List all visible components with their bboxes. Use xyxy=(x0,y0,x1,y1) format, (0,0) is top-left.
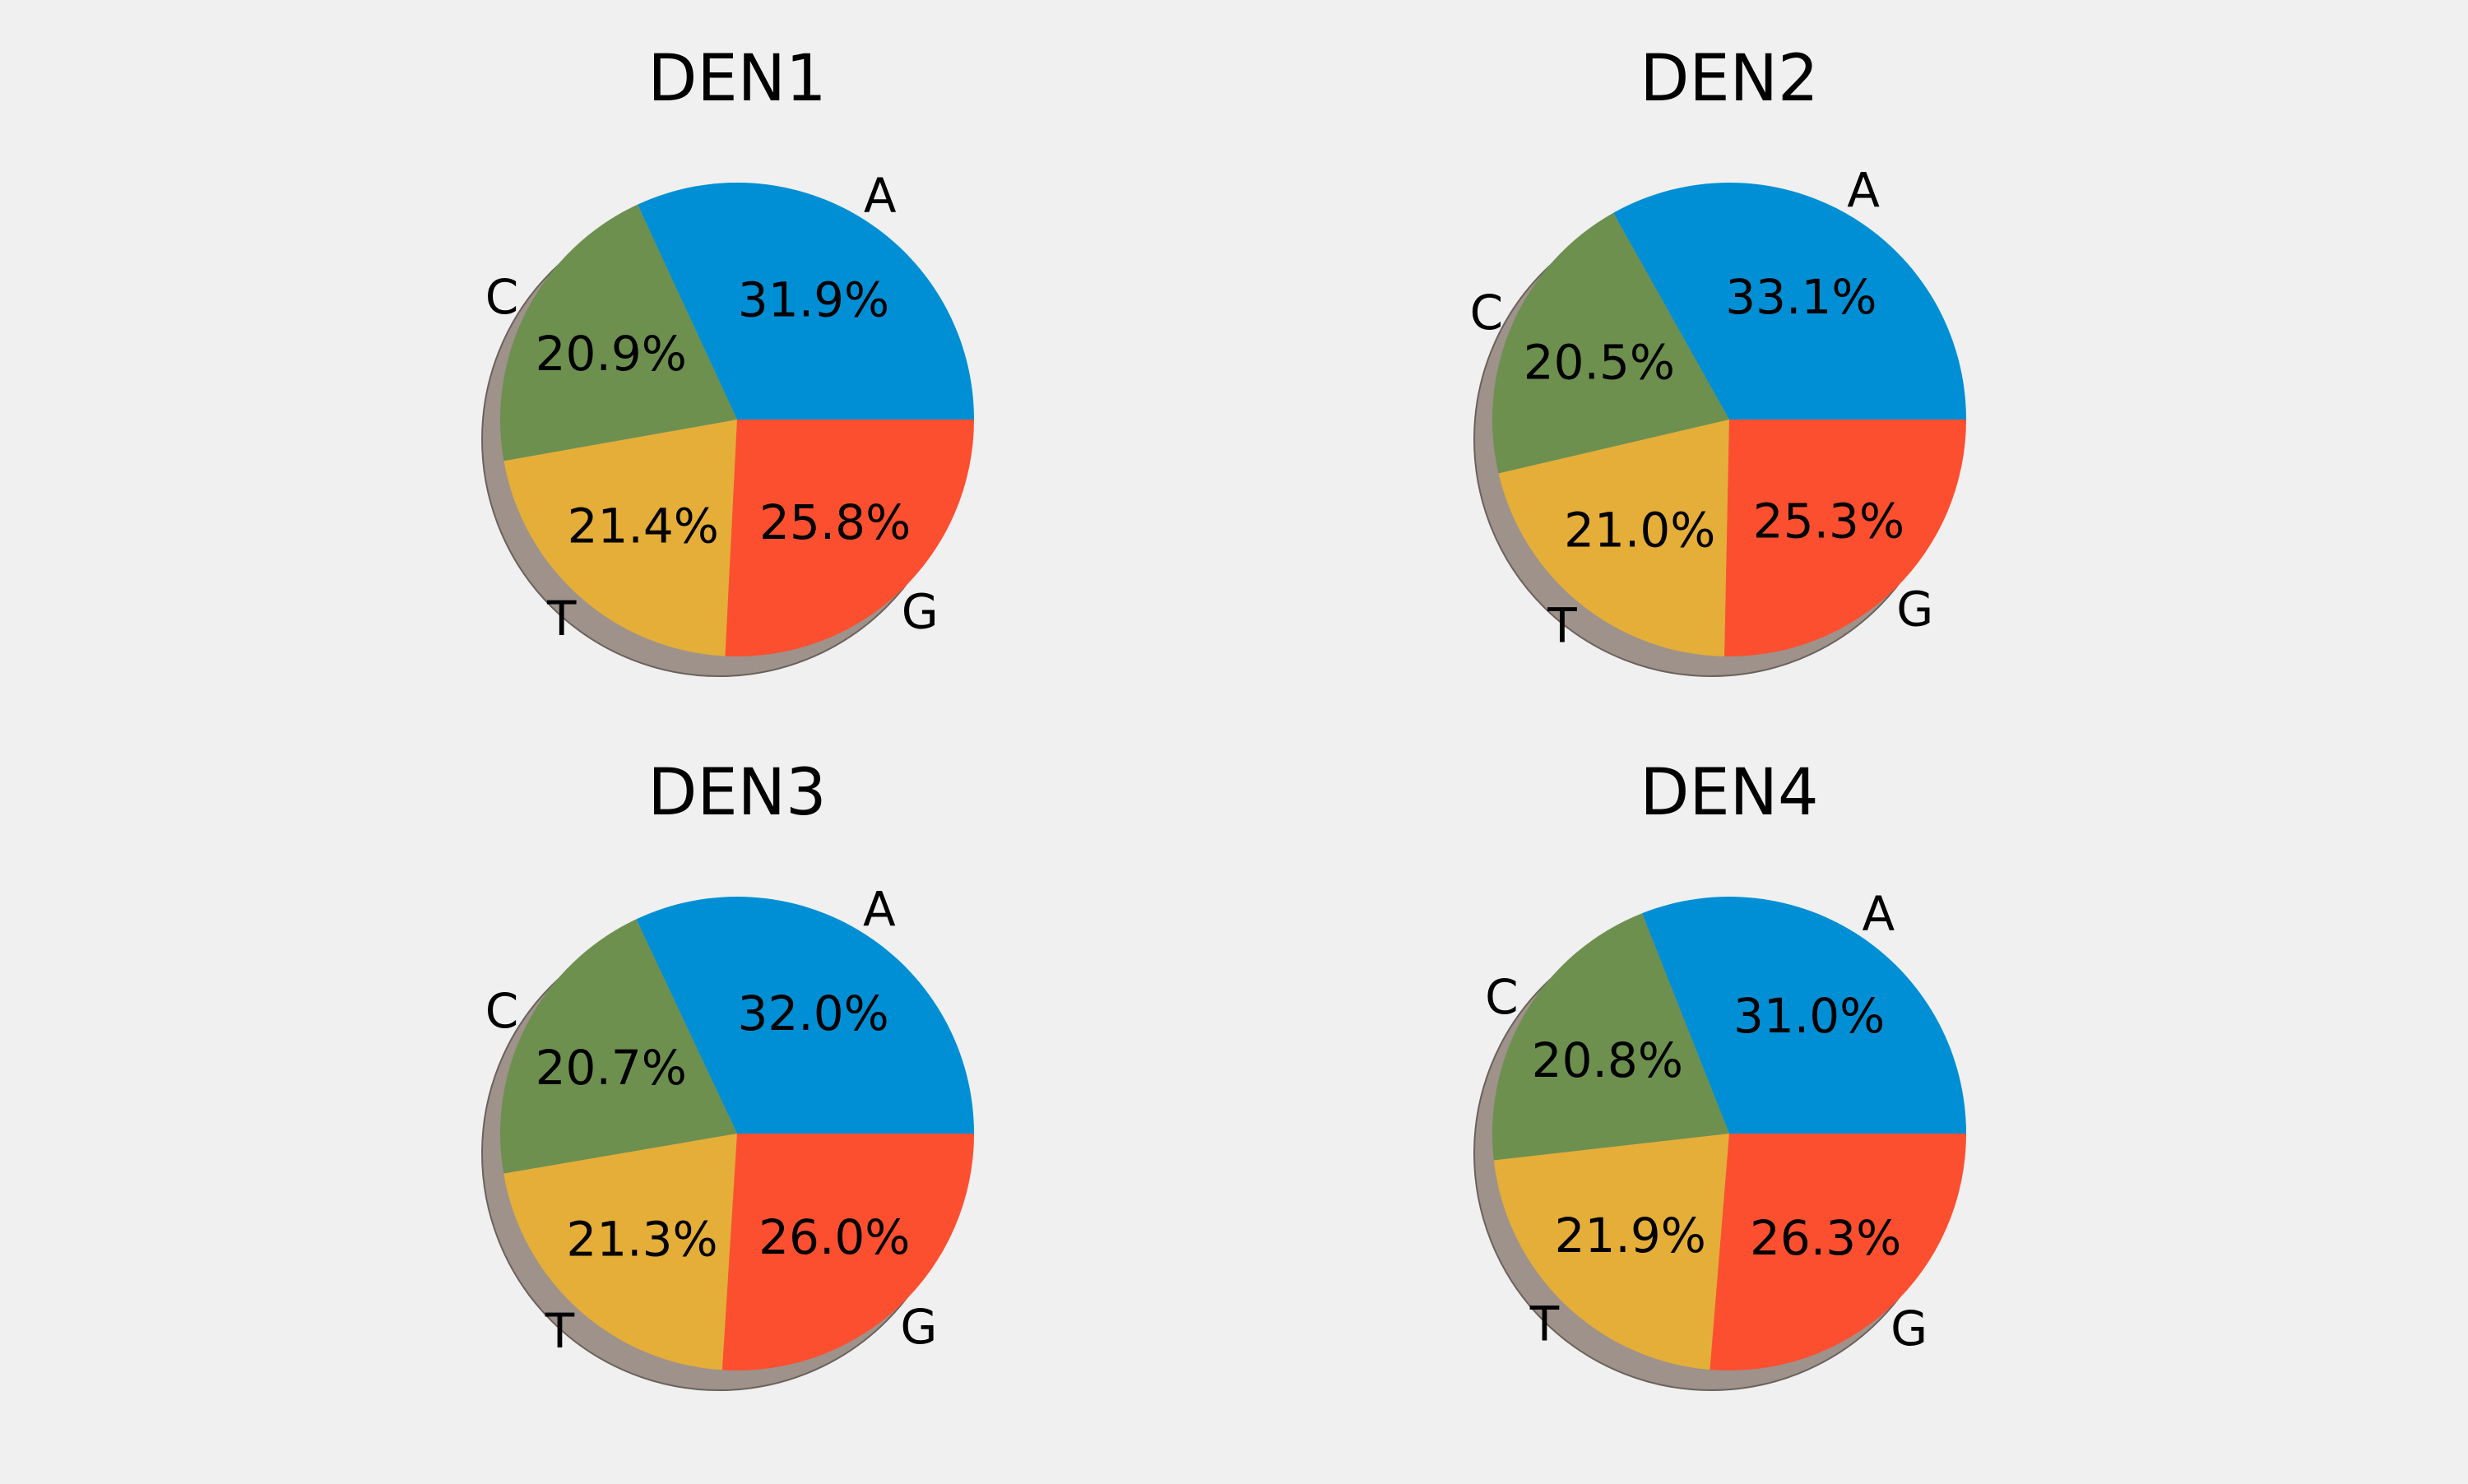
pie-chart-den4: A 31.0% C20.8% T 21.9% G 26.3% DEN4 xyxy=(1473,756,1966,1391)
pie-wedge-a xyxy=(1641,897,1966,1134)
pie-wedge-c xyxy=(499,919,737,1174)
wedge-label-t: T xyxy=(545,1303,575,1359)
wedge-label-a: A xyxy=(1862,886,1895,942)
pie-chart-den3: A 32.0% C 20.7% T 21.3% G 26.0% DEN3 xyxy=(481,756,974,1391)
pie-wedge-c xyxy=(1492,913,1729,1161)
chart-title: DEN1 xyxy=(647,42,826,116)
percent-label-g: 25.8% xyxy=(759,494,911,550)
pie-wedge-a xyxy=(636,897,974,1134)
wedge-label-g: G xyxy=(902,584,939,640)
pie-wedge-c xyxy=(1491,212,1729,474)
pie-wedge-g xyxy=(725,420,974,656)
percent-label-a: 31.0% xyxy=(1733,988,1885,1044)
wedge-label-c: C xyxy=(485,983,519,1039)
wedge-label-a: A xyxy=(1847,163,1880,219)
pie-wedge-t xyxy=(503,1134,737,1370)
wedge-label-t: T xyxy=(1529,1296,1560,1352)
percent-label-a: 31.9% xyxy=(738,271,889,327)
pie-wedge-t xyxy=(1493,1134,1729,1370)
pie-wedge-c xyxy=(500,204,737,461)
wedge-label-a: A xyxy=(863,882,896,938)
pie-wedge-g xyxy=(1710,1134,1966,1370)
chart-title: DEN2 xyxy=(1640,42,1818,116)
percent-label-g: 25.3% xyxy=(1753,493,1904,549)
pie-chart-den1: A 31.9% C 20.9% T 21.4% G 25.8% DEN1 xyxy=(481,42,974,677)
percent-label-g: 26.3% xyxy=(1750,1210,1901,1266)
pie-wedge-a xyxy=(638,182,974,420)
chart-title: DEN4 xyxy=(1640,756,1818,830)
percent-label-a: 33.1% xyxy=(1725,269,1877,325)
percent-label-c: 20.7% xyxy=(536,1040,687,1096)
percent-label-c: 20.5% xyxy=(1524,334,1675,390)
wedge-label-g: G xyxy=(1896,581,1933,637)
wedge-label-c: C xyxy=(1470,285,1504,341)
percent-label-t: 21.0% xyxy=(1564,502,1715,558)
wedge-label-g: G xyxy=(900,1299,937,1355)
percent-label-a: 32.0% xyxy=(737,985,888,1041)
pie-wedge-a xyxy=(1613,182,1966,420)
pie-wedge-t xyxy=(503,420,737,656)
percent-label-t: 21.4% xyxy=(568,499,719,554)
pie-wedge-t xyxy=(1498,420,1729,656)
pie-wedge-g xyxy=(1724,420,1966,656)
wedge-label-c: C xyxy=(485,269,519,325)
percent-label-t: 21.3% xyxy=(566,1212,717,1268)
percent-label-t: 21.9% xyxy=(1555,1208,1706,1264)
wedge-label-t: T xyxy=(1547,598,1577,654)
wedge-label-c: C xyxy=(1485,969,1519,1025)
percent-label-c: 20.9% xyxy=(536,326,687,382)
percent-label-g: 26.0% xyxy=(758,1209,910,1265)
chart-title: DEN3 xyxy=(647,756,826,830)
wedge-label-a: A xyxy=(864,168,897,224)
pie-wedge-g xyxy=(721,1134,974,1370)
wedge-label-t: T xyxy=(546,591,577,647)
pie-chart-den2: A 33.1% C 20.5% T 21.0% G 25.3% DEN2 xyxy=(1470,42,1966,677)
wedge-label-g: G xyxy=(1890,1301,1928,1356)
percent-label-c: 20.8% xyxy=(1532,1032,1683,1088)
